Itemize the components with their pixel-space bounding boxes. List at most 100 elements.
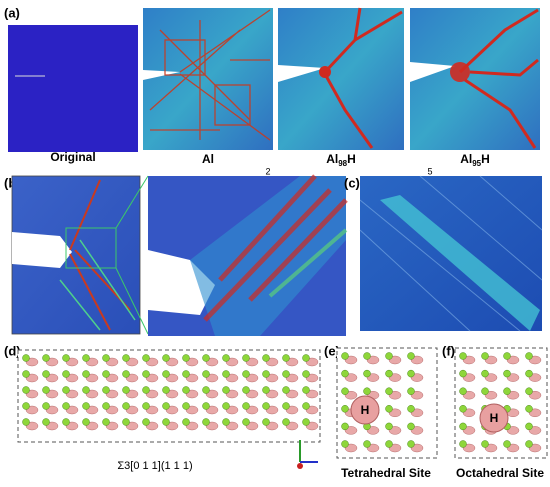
- atom: [202, 418, 210, 426]
- atom: [525, 440, 533, 448]
- atom: [407, 387, 415, 395]
- atom: [302, 354, 310, 362]
- caption-part: H: [347, 152, 356, 166]
- atom: [142, 418, 150, 426]
- caption: Tetrahedral Site: [341, 466, 431, 480]
- atom: [162, 418, 170, 426]
- atom: [282, 370, 290, 378]
- atom: [341, 369, 349, 378]
- atom: [82, 402, 90, 410]
- atom: [182, 354, 190, 362]
- atom: [385, 405, 393, 413]
- caption-part: Al: [460, 152, 472, 166]
- caption: Al: [202, 152, 214, 166]
- atom: [503, 352, 511, 360]
- atom: [481, 387, 489, 395]
- atom: [503, 440, 511, 448]
- atom: [162, 370, 170, 378]
- atom: [302, 386, 310, 394]
- atom: [202, 354, 210, 362]
- atom: [102, 402, 110, 410]
- atom: [385, 369, 393, 378]
- atom: [242, 370, 250, 378]
- panel-label: (e): [324, 343, 340, 358]
- atom: [82, 418, 90, 426]
- atom: [363, 352, 371, 360]
- caption-part: 98: [338, 159, 347, 168]
- atom: [202, 370, 210, 378]
- atom: [481, 440, 489, 448]
- atom: [407, 405, 415, 413]
- site-label: H: [361, 403, 370, 417]
- al95h-image: [410, 8, 540, 150]
- atom: [341, 405, 349, 413]
- atom: [341, 352, 349, 360]
- atom: [182, 370, 190, 378]
- atom: [222, 386, 230, 394]
- atom: [341, 422, 349, 431]
- atom: [242, 354, 250, 362]
- atom: [62, 354, 70, 362]
- atom: [242, 402, 250, 410]
- atom: [459, 387, 467, 395]
- atom: [341, 387, 349, 395]
- atom: [385, 422, 393, 431]
- al98h-image: [278, 7, 404, 150]
- caption: Al95H: [460, 152, 490, 168]
- atom: [182, 386, 190, 394]
- atom: [262, 402, 270, 410]
- atom: [525, 422, 533, 431]
- atom: [385, 440, 393, 448]
- atom: [122, 386, 130, 394]
- atom: [142, 402, 150, 410]
- atom: [525, 387, 533, 395]
- c-image: [359, 175, 543, 332]
- atom: [262, 418, 270, 426]
- f-frame: [454, 347, 548, 459]
- caption-part: H: [481, 152, 490, 166]
- atom: [459, 369, 467, 378]
- atom: [202, 402, 210, 410]
- site: [479, 403, 509, 433]
- site: [350, 395, 380, 425]
- atom: [302, 402, 310, 410]
- f-structure: [459, 352, 542, 453]
- boundary-label: Σ3[0 1 1](1 1 1): [117, 460, 192, 472]
- atom: [503, 387, 511, 395]
- atom: [122, 418, 130, 426]
- atom: [142, 370, 150, 378]
- atom: [407, 440, 415, 448]
- atom: [62, 402, 70, 410]
- atom: [102, 386, 110, 394]
- atom: [302, 418, 310, 426]
- atom: [162, 354, 170, 362]
- atom: [341, 440, 349, 448]
- atom: [122, 402, 130, 410]
- atom: [182, 418, 190, 426]
- atom: [525, 369, 533, 378]
- atom: [282, 418, 290, 426]
- atom: [242, 386, 250, 394]
- b-overview: [11, 175, 149, 335]
- atom: [459, 422, 467, 431]
- caption-part: 95: [472, 159, 481, 168]
- atom: [202, 386, 210, 394]
- atom: [82, 370, 90, 378]
- panel-label: (d): [4, 343, 21, 358]
- atom: [407, 422, 415, 431]
- atom: [102, 370, 110, 378]
- atom: [282, 386, 290, 394]
- atom: [142, 386, 150, 394]
- atom: [102, 354, 110, 362]
- caption: Octahedral Site: [456, 466, 544, 480]
- atom: [122, 354, 130, 362]
- atom: [481, 369, 489, 378]
- atom: [162, 402, 170, 410]
- atom: [407, 369, 415, 378]
- atom: [222, 354, 230, 362]
- atom: [62, 370, 70, 378]
- b-zoom: [148, 174, 348, 336]
- atom: [162, 386, 170, 394]
- atom: [182, 402, 190, 410]
